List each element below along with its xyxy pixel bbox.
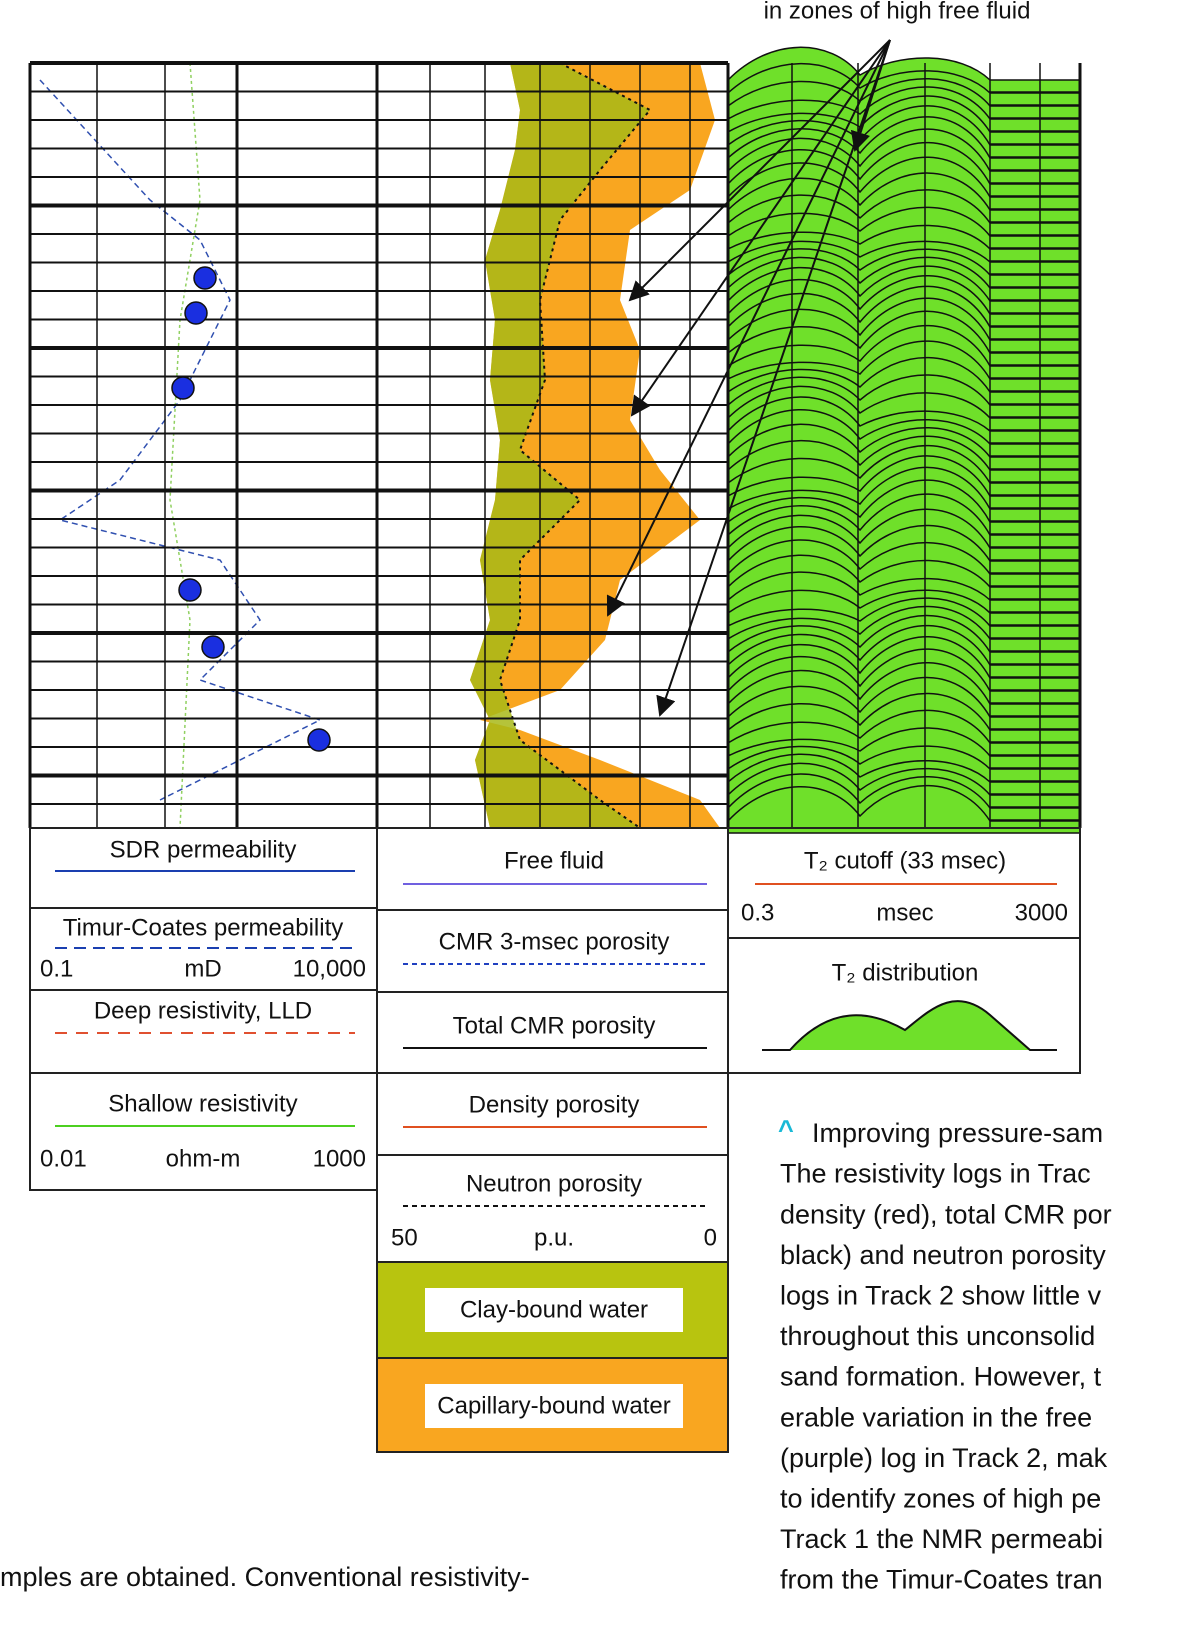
log-tracks xyxy=(28,0,1187,834)
sample-dot xyxy=(184,301,208,325)
scale-label: 1000 xyxy=(313,1145,366,1172)
legend-label: Neutron porosity xyxy=(466,1170,642,1197)
caption-line: to identify zones of high pe xyxy=(780,1484,1101,1514)
scale-label: msec xyxy=(876,899,933,926)
legend-label: Capillary-bound water xyxy=(437,1392,670,1419)
body-text: mples are obtained. Conventional resisti… xyxy=(0,1562,530,1592)
caption-line: Track 1 the NMR permeabi xyxy=(780,1524,1103,1554)
scale-label: 0 xyxy=(704,1224,717,1251)
legend-label: Shallow resistivity xyxy=(108,1090,297,1117)
sample-dot xyxy=(193,266,217,290)
legend-label: SDR permeability xyxy=(110,836,297,863)
sample-dot xyxy=(171,376,195,400)
mask xyxy=(1080,0,1187,830)
legend-label: Deep resistivity, LLD xyxy=(94,997,312,1024)
legend-label: Total CMR porosity xyxy=(453,1012,656,1039)
legend xyxy=(29,827,1081,1453)
t2-wave xyxy=(727,784,1081,834)
legend-label: Timur-Coates permeability xyxy=(63,914,344,941)
total-cmr-curve xyxy=(498,62,652,829)
legend-label: Clay-bound water xyxy=(460,1296,648,1323)
legend-label: CMR 3-msec porosity xyxy=(439,928,670,955)
annotation: in zones of high free fluid xyxy=(764,0,1031,24)
scale-label: 3000 xyxy=(1015,899,1068,926)
arrow xyxy=(656,39,891,717)
label-box xyxy=(425,1384,683,1428)
sample-dot xyxy=(178,578,202,602)
legend-label: T₂ distribution xyxy=(832,959,979,986)
sample-dot xyxy=(201,635,225,659)
arrow xyxy=(630,39,891,417)
scale-label: 0.1 xyxy=(40,955,73,982)
caption-line: density (red), total CMR por xyxy=(780,1199,1112,1229)
clay-area xyxy=(470,63,650,828)
sample-dot xyxy=(307,728,331,752)
caption-line: The resistivity logs in Trac xyxy=(780,1159,1091,1189)
scale-label: 0.3 xyxy=(741,899,774,926)
caption-line: throughout this unconsolid xyxy=(780,1321,1095,1351)
caption-line: sand formation. However, t xyxy=(780,1362,1102,1392)
t2-sample xyxy=(762,1000,1057,1051)
track3-legend-box xyxy=(727,827,1081,1074)
legend-label: T₂ cutoff (33 msec) xyxy=(804,847,1006,874)
arrow xyxy=(606,39,891,617)
arrow xyxy=(628,39,891,302)
scale-label: 50 xyxy=(391,1224,418,1251)
caption-line: from the Timur-Coates tran xyxy=(780,1565,1103,1595)
scale-label: ohm-m xyxy=(166,1145,241,1172)
caption-marker: ^ xyxy=(778,1115,794,1145)
scale-label: p.u. xyxy=(534,1224,574,1251)
scale-label: 0.01 xyxy=(40,1145,87,1172)
caption-line: (purple) log in Track 2, mak xyxy=(780,1443,1108,1473)
perm-curve xyxy=(39,79,322,801)
caption-line: logs in Track 2 show little v xyxy=(780,1281,1102,1311)
scale-label: mD xyxy=(184,955,221,982)
caption: Improving pressure-sam The resistivity lo… xyxy=(780,1118,1112,1595)
legend-label: Density porosity xyxy=(469,1091,640,1118)
caption-line: erable variation in the free xyxy=(780,1402,1092,1432)
arrow xyxy=(850,39,891,152)
caption-line: Improving pressure-sam xyxy=(812,1118,1103,1148)
legend-text: SDR permeability Timur-Coates permeabili… xyxy=(40,836,1068,1419)
caption-line: black) and neutron porosity xyxy=(780,1240,1106,1270)
legend-label: Free fluid xyxy=(504,847,604,874)
scale-label: 10,000 xyxy=(293,955,366,982)
label-box xyxy=(425,1288,683,1332)
